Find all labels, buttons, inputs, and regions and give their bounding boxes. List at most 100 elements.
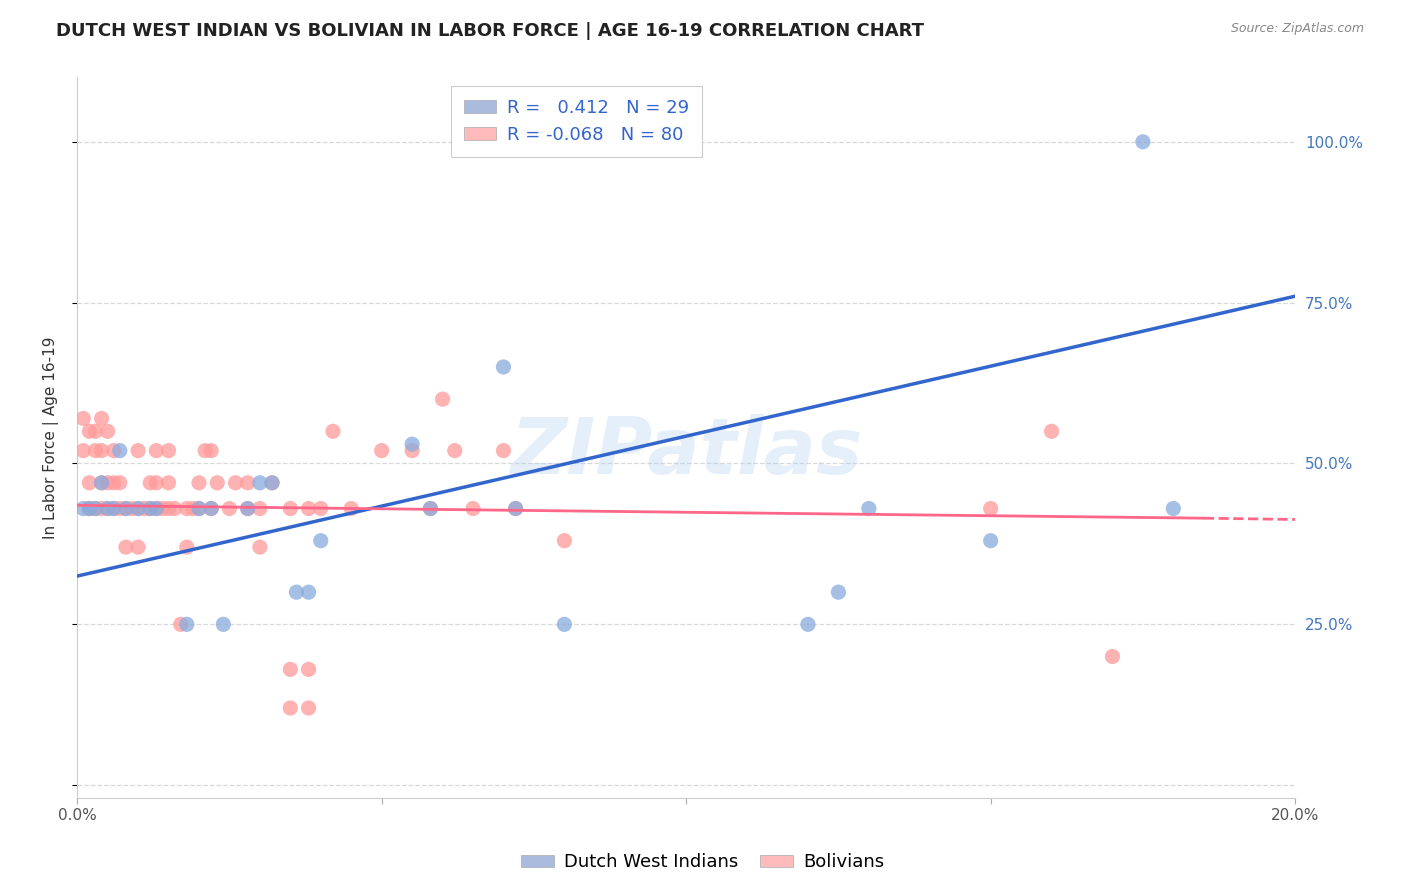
Point [297,662,319,676]
Point [419,501,441,516]
Point [90,443,112,458]
Point [492,359,515,374]
Point [553,617,575,632]
Point [505,501,527,516]
Point [225,475,247,490]
Point [145,501,167,516]
Point [297,701,319,715]
Point [297,585,319,599]
Point [492,443,515,458]
Point [108,443,131,458]
Text: DUTCH WEST INDIAN VS BOLIVIAN IN LABOR FORCE | AGE 16-19 CORRELATION CHART: DUTCH WEST INDIAN VS BOLIVIAN IN LABOR F… [56,22,924,40]
Legend: Dutch West Indians, Bolivians: Dutch West Indians, Bolivians [515,847,891,879]
Point [84,501,107,516]
Point [90,411,112,425]
Point [278,701,301,715]
Point [157,443,180,458]
Point [181,501,204,516]
Point [176,501,198,516]
Point [121,501,143,516]
Point [103,475,125,490]
Point [260,475,283,490]
Point [79,501,101,516]
Point [461,501,484,516]
Point [1132,135,1154,149]
Point [236,501,259,516]
Point [163,501,186,516]
Point [176,540,198,554]
Point [97,475,120,490]
Point [103,501,125,516]
Point [675,135,697,149]
Point [79,501,101,516]
Point [401,443,423,458]
Point [249,501,271,516]
Point [858,501,880,516]
Point [200,501,222,516]
Point [79,501,101,516]
Point [297,501,319,516]
Point [152,501,174,516]
Point [505,501,527,516]
Point [157,501,180,516]
Point [212,617,235,632]
Point [188,501,211,516]
Point [188,501,211,516]
Point [84,443,107,458]
Y-axis label: In Labor Force | Age 16-19: In Labor Force | Age 16-19 [44,336,59,539]
Point [553,533,575,548]
Point [249,540,271,554]
Point [322,425,344,439]
Point [309,501,332,516]
Point [827,585,849,599]
Point [145,501,167,516]
Point [139,475,162,490]
Point [127,501,149,516]
Point [188,475,211,490]
Point [443,443,465,458]
Point [309,533,332,548]
Point [139,501,162,516]
Point [103,443,125,458]
Point [72,443,94,458]
Point [200,443,222,458]
Point [115,540,138,554]
Point [127,540,149,554]
Point [797,617,820,632]
Point [432,392,454,406]
Point [419,501,441,516]
Point [72,411,94,425]
Point [200,501,222,516]
Point [72,501,94,516]
Point [370,443,392,458]
Point [145,475,167,490]
Point [84,501,107,516]
Point [139,501,162,516]
Point [108,501,131,516]
Point [84,425,107,439]
Point [340,501,363,516]
Point [134,501,156,516]
Point [170,617,193,632]
Point [194,443,217,458]
Legend: R =   0.412   N = 29, R = -0.068   N = 80: R = 0.412 N = 29, R = -0.068 N = 80 [451,87,702,157]
Point [1163,501,1185,516]
Point [97,425,120,439]
Point [285,585,308,599]
Text: Source: ZipAtlas.com: Source: ZipAtlas.com [1230,22,1364,36]
Point [236,475,259,490]
Point [980,533,1002,548]
Point [249,475,271,490]
Point [90,475,112,490]
Point [260,475,283,490]
Point [401,437,423,451]
Point [218,501,240,516]
Point [236,501,259,516]
Point [79,425,101,439]
Point [145,443,167,458]
Point [127,501,149,516]
Point [278,662,301,676]
Point [103,501,125,516]
Text: ZIPatlas: ZIPatlas [510,414,862,491]
Point [97,501,120,516]
